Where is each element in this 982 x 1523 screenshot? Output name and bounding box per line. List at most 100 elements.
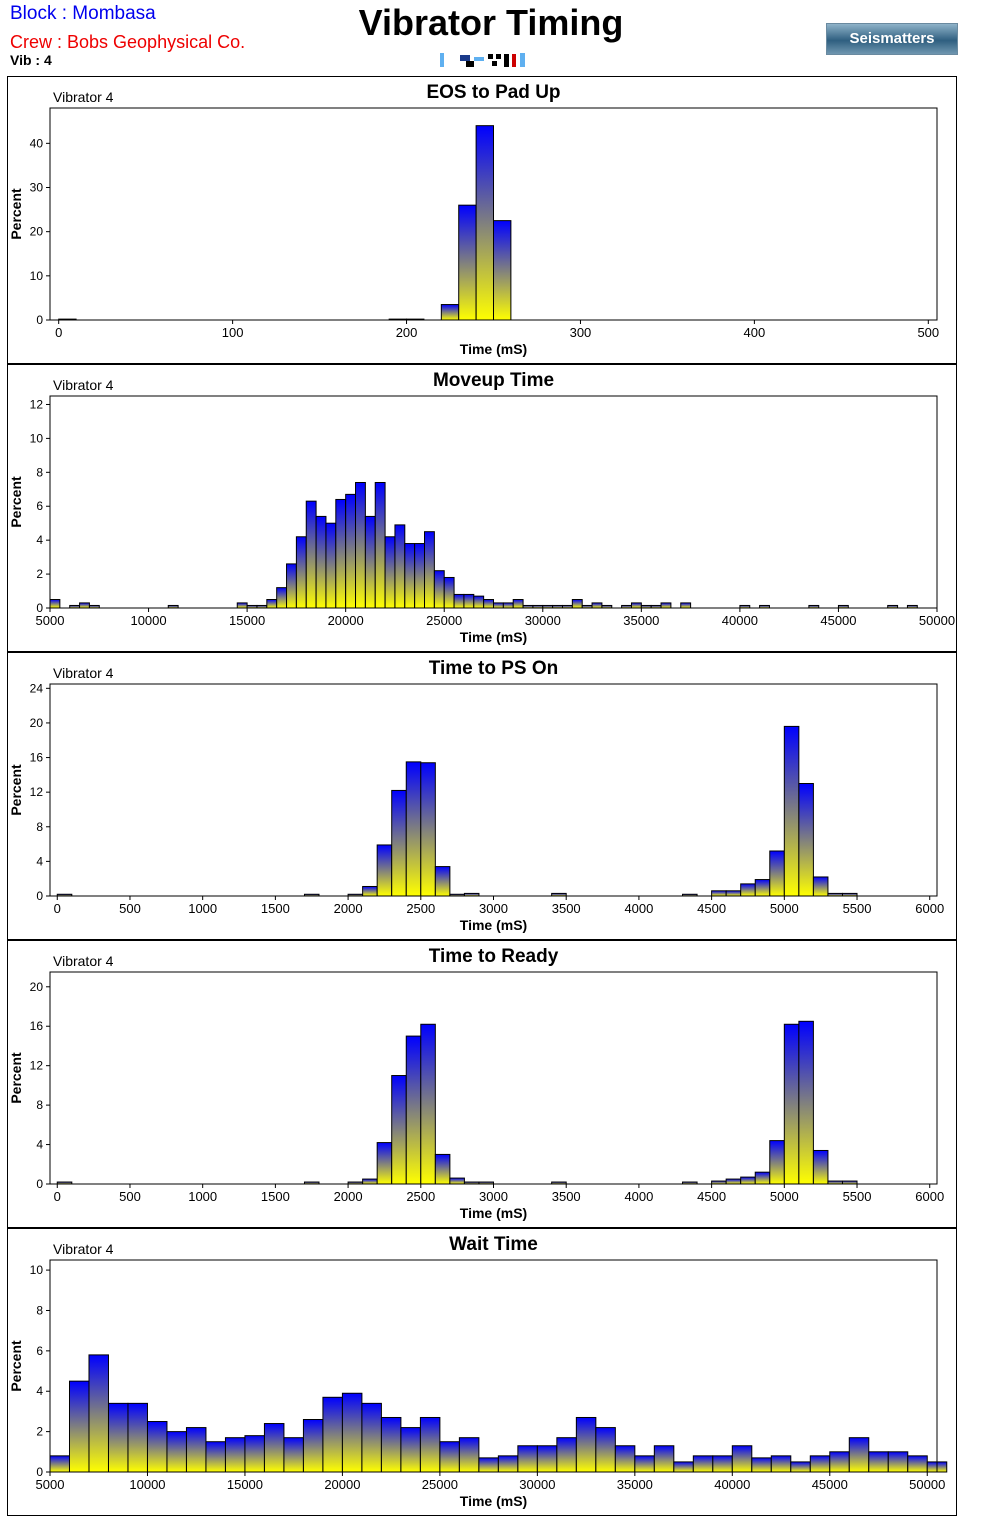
histogram-bar — [512, 599, 524, 609]
histogram-bar — [68, 1380, 90, 1473]
x-tick-label: 200 — [396, 325, 418, 340]
x-tick-label: 1000 — [188, 1189, 217, 1204]
chart-title: Time to PS On — [429, 658, 559, 679]
x-tick-label: 5000 — [770, 901, 799, 916]
y-tick-label: 12 — [30, 1059, 44, 1073]
x-tick-label: 50000 — [919, 613, 955, 628]
chart-title: Time to Ready — [429, 946, 559, 967]
histogram-bar — [556, 1437, 577, 1473]
histogram-bar — [361, 1402, 382, 1473]
chart-moveup-time: Moveup Time Vibrator 4 5000 10000 15000 20000… — [8, 370, 955, 645]
vibrator-label: Vibrator 4 — [53, 953, 114, 969]
histogram-bar — [424, 531, 435, 609]
histogram-bar — [374, 481, 386, 609]
histogram-bar — [414, 543, 426, 609]
seismatters-logo: Seismatters — [826, 23, 958, 55]
y-tick-label: 0 — [36, 1465, 43, 1479]
x-tick-label: 1500 — [261, 901, 290, 916]
x-axis-label: Time (mS) — [460, 341, 527, 357]
histogram-bar — [653, 1445, 675, 1473]
x-tick-label: 20000 — [328, 613, 364, 628]
y-tick-label: 0 — [36, 1177, 43, 1191]
histogram-bar — [497, 1455, 519, 1473]
x-tick-label: 50000 — [909, 1477, 945, 1492]
chart-panel-eos-to-pad-up: EOS to Pad Up Vibrator 4 0 100 200 300 400 500 0… — [7, 76, 957, 364]
x-tick-label: 1000 — [188, 901, 217, 916]
x-tick-label: 5500 — [843, 901, 872, 916]
histogram-bar — [439, 1441, 460, 1473]
histogram-bar — [769, 1140, 785, 1185]
histogram-bar — [458, 1437, 480, 1473]
histogram-bar — [630, 602, 642, 609]
histogram-bar — [673, 1461, 694, 1473]
histogram-bar — [809, 1455, 831, 1473]
x-tick-label: 4000 — [624, 1189, 653, 1204]
y-tick-label: 4 — [36, 1138, 43, 1152]
histogram-bar — [335, 498, 347, 609]
chart-panel-wait-time: Wait Time Vibrator 4 5000 10000 15000 20000 25… — [7, 1228, 957, 1516]
histogram-bar — [263, 1423, 285, 1473]
report-title: Vibrator Timing — [358, 2, 624, 43]
y-tick-label: 40 — [30, 136, 44, 150]
histogram-bar — [433, 570, 445, 609]
x-tick-label: 3000 — [479, 1189, 508, 1204]
y-axis-label: Percent — [8, 1052, 24, 1104]
histogram-bar — [325, 522, 337, 609]
y-axis-label: Percent — [8, 1340, 24, 1392]
x-tick-label: 500 — [119, 901, 141, 916]
histogram-bar — [783, 725, 800, 897]
histogram-bar — [205, 1441, 226, 1473]
y-tick-label: 10 — [30, 1263, 44, 1277]
histogram-bar — [868, 1451, 889, 1473]
crew-label: Crew : Bobs Geophysical Co. — [10, 32, 246, 52]
x-tick-label: 45000 — [820, 613, 856, 628]
histogram-bar — [49, 1455, 70, 1473]
histogram-bar — [400, 1427, 421, 1473]
chart-title: Moveup Time — [433, 370, 554, 391]
x-tick-label: 100 — [222, 325, 244, 340]
x-tick-label: 4500 — [697, 1189, 726, 1204]
x-tick-label: 30000 — [525, 613, 561, 628]
histogram-bar — [380, 1416, 402, 1473]
x-tick-label: 2500 — [406, 901, 435, 916]
histogram-bar — [88, 1354, 109, 1473]
y-tick-label: 12 — [30, 397, 44, 411]
histogram-bar — [449, 1177, 465, 1185]
x-tick-label: 30000 — [519, 1477, 555, 1492]
y-tick-label: 8 — [36, 820, 43, 834]
x-tick-label: 500 — [917, 325, 939, 340]
y-tick-label: 0 — [36, 889, 43, 903]
block-label: Block : Mombasa — [10, 3, 156, 24]
histogram-bar — [276, 587, 288, 609]
histogram-bar — [419, 1416, 441, 1473]
histogram-bar — [595, 1427, 616, 1473]
histogram-bar — [770, 1455, 792, 1473]
x-axis-label: Time (mS) — [460, 1493, 527, 1509]
histogram-bar — [295, 536, 307, 609]
histogram-bar — [798, 1020, 814, 1185]
histogram-bar — [478, 1457, 499, 1473]
x-tick-label: 3500 — [552, 1189, 581, 1204]
histogram-bar — [355, 481, 366, 609]
histogram-bar — [440, 304, 460, 321]
y-tick-label: 24 — [30, 681, 44, 695]
chart-panel-moveup-time: Moveup Time Vibrator 4 5000 10000 15000 20000… — [7, 364, 957, 652]
report-header: Block : Mombasa Crew : Bobs Geophysical … — [0, 0, 982, 76]
y-tick-label: 10 — [30, 431, 44, 445]
x-tick-label: 5500 — [843, 1189, 872, 1204]
histogram-bar — [751, 1457, 772, 1473]
vibrator-label: Vibrator 4 — [53, 89, 114, 105]
histogram-bar — [660, 602, 672, 609]
x-tick-label: 2000 — [334, 1189, 363, 1204]
histogram-bar — [236, 602, 248, 609]
histogram-bar — [404, 543, 416, 609]
histogram-bar — [322, 1396, 343, 1473]
y-tick-label: 8 — [36, 465, 43, 479]
histogram-bar — [394, 524, 406, 609]
histogram-bar — [302, 1419, 324, 1473]
x-tick-label: 6000 — [915, 901, 944, 916]
histogram-bar — [725, 890, 742, 897]
plot-area-frame — [49, 107, 938, 321]
histogram-bar — [341, 1392, 363, 1473]
y-tick-label: 6 — [36, 1344, 43, 1358]
